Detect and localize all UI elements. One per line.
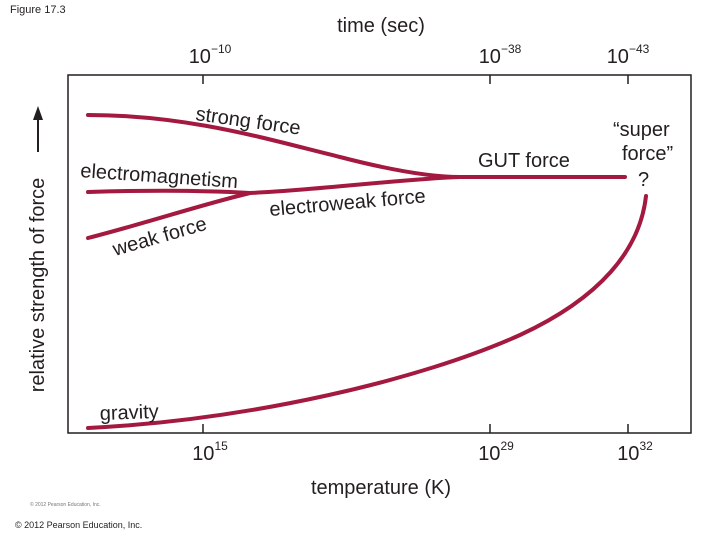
bottom-axis-title: temperature (K) (311, 477, 451, 499)
top-tick-label-3: 10−43 (607, 42, 650, 68)
gut-force-label: GUT force (478, 150, 570, 172)
super-force-label-line2: force” (622, 143, 673, 165)
weak-force-curve (86, 191, 252, 240)
bottom-tick-label-2: 1029 (478, 439, 514, 465)
figure-label: Figure 17.3 (10, 4, 66, 16)
top-tick-label-1: 10−10 (189, 42, 232, 68)
top-axis-title: time (sec) (337, 15, 425, 37)
copyright-small-text: © 2012 Pearson Education, Inc. (30, 502, 101, 508)
question-mark-label: ? (638, 169, 649, 191)
copyright-text: © 2012 Pearson Education, Inc. (15, 520, 143, 530)
plot-frame (67, 74, 692, 434)
y-axis-arrow-icon (33, 106, 43, 120)
y-axis-title: relative strength of force (27, 178, 49, 393)
bottom-tick-label-3: 1032 (617, 439, 653, 465)
bottom-tick-label-1: 1015 (192, 439, 228, 465)
top-tick-label-2: 10−38 (479, 42, 522, 68)
strong-force-curve (86, 113, 462, 179)
super-force-label-line1: “super (613, 119, 670, 141)
gravity-label: gravity (99, 401, 159, 425)
electromagnetism-label: electromagnetism (80, 160, 239, 193)
gravity-curve (86, 194, 648, 430)
